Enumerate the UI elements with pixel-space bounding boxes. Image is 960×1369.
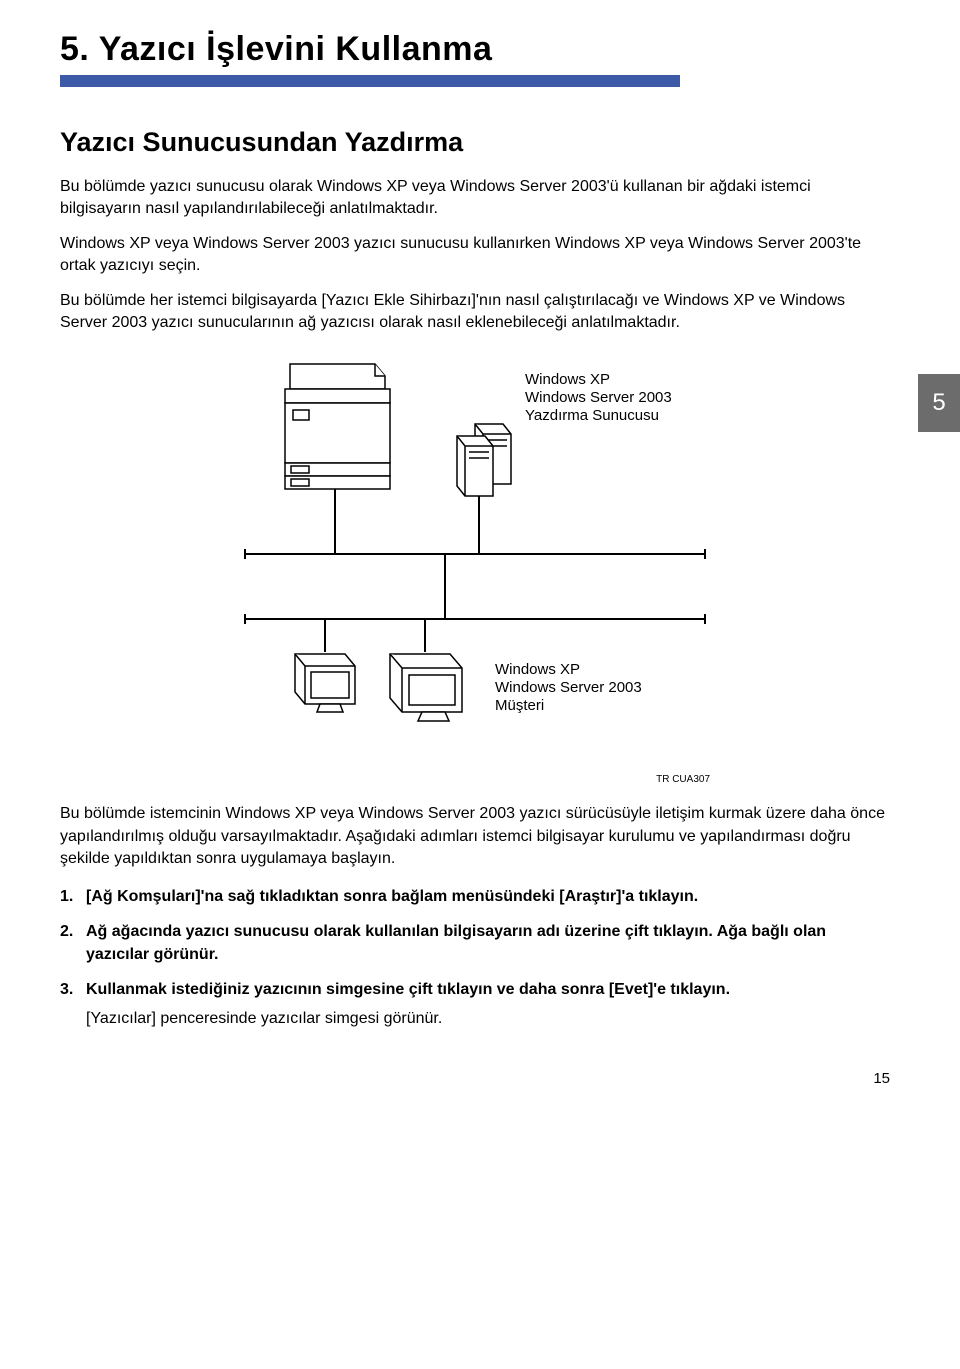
section-title: Yazıcı Sunucusundan Yazdırma <box>60 127 890 158</box>
network-top <box>245 489 705 559</box>
page-number: 15 <box>60 1070 890 1087</box>
figure-code: TR CUA307 <box>60 774 710 785</box>
step-2-text: Ağ ağacında yazıcı sunucusu olarak kulla… <box>86 923 826 963</box>
client-icon-2 <box>390 654 462 721</box>
step-3-sub: [Yazıcılar] penceresinde yazıcılar simge… <box>86 1007 890 1030</box>
server-icon <box>457 424 511 496</box>
paragraph-2: Windows XP veya Windows Server 2003 yazı… <box>60 233 890 278</box>
chapter-title: 5. Yazıcı İşlevini Kullanma <box>60 30 890 69</box>
client-caption-line3: Müşteri <box>495 697 544 714</box>
client-caption-line2: Windows Server 2003 <box>495 679 642 696</box>
step-1: [Ağ Komşuları]'na sağ tıkladıktan sonra … <box>60 885 890 908</box>
server-caption-line3: Yazdırma Sunucusu <box>525 407 659 424</box>
chapter-tab: 5 <box>918 374 960 432</box>
client-caption-line1: Windows XP <box>495 661 580 678</box>
step-2: Ağ ağacında yazıcı sunucusu olarak kulla… <box>60 920 890 966</box>
diagram-svg: Windows XP Windows Server 2003 Yazdırma … <box>165 354 785 754</box>
server-caption-line1: Windows XP <box>525 371 610 388</box>
step-3-text: Kullanmak istediğiniz yazıcının simgesin… <box>86 981 730 998</box>
step-3: Kullanmak istediğiniz yazıcının simgesin… <box>60 978 890 1030</box>
paragraph-4: Bu bölümde istemcinin Windows XP veya Wi… <box>60 803 890 870</box>
step-1-text: [Ağ Komşuları]'na sağ tıkladıktan sonra … <box>86 888 698 905</box>
paragraph-3: Bu bölümde her istemci bilgisayarda [Yaz… <box>60 290 890 335</box>
server-caption-line2: Windows Server 2003 <box>525 389 672 406</box>
network-diagram: 5 <box>60 354 890 754</box>
steps-list: [Ağ Komşuları]'na sağ tıkladıktan sonra … <box>60 885 890 1031</box>
network-bottom <box>245 614 705 652</box>
client-icon-1 <box>295 654 355 712</box>
printer-icon <box>285 364 390 489</box>
paragraph-1: Bu bölümde yazıcı sunucusu olarak Window… <box>60 176 890 221</box>
title-rule <box>60 75 680 87</box>
